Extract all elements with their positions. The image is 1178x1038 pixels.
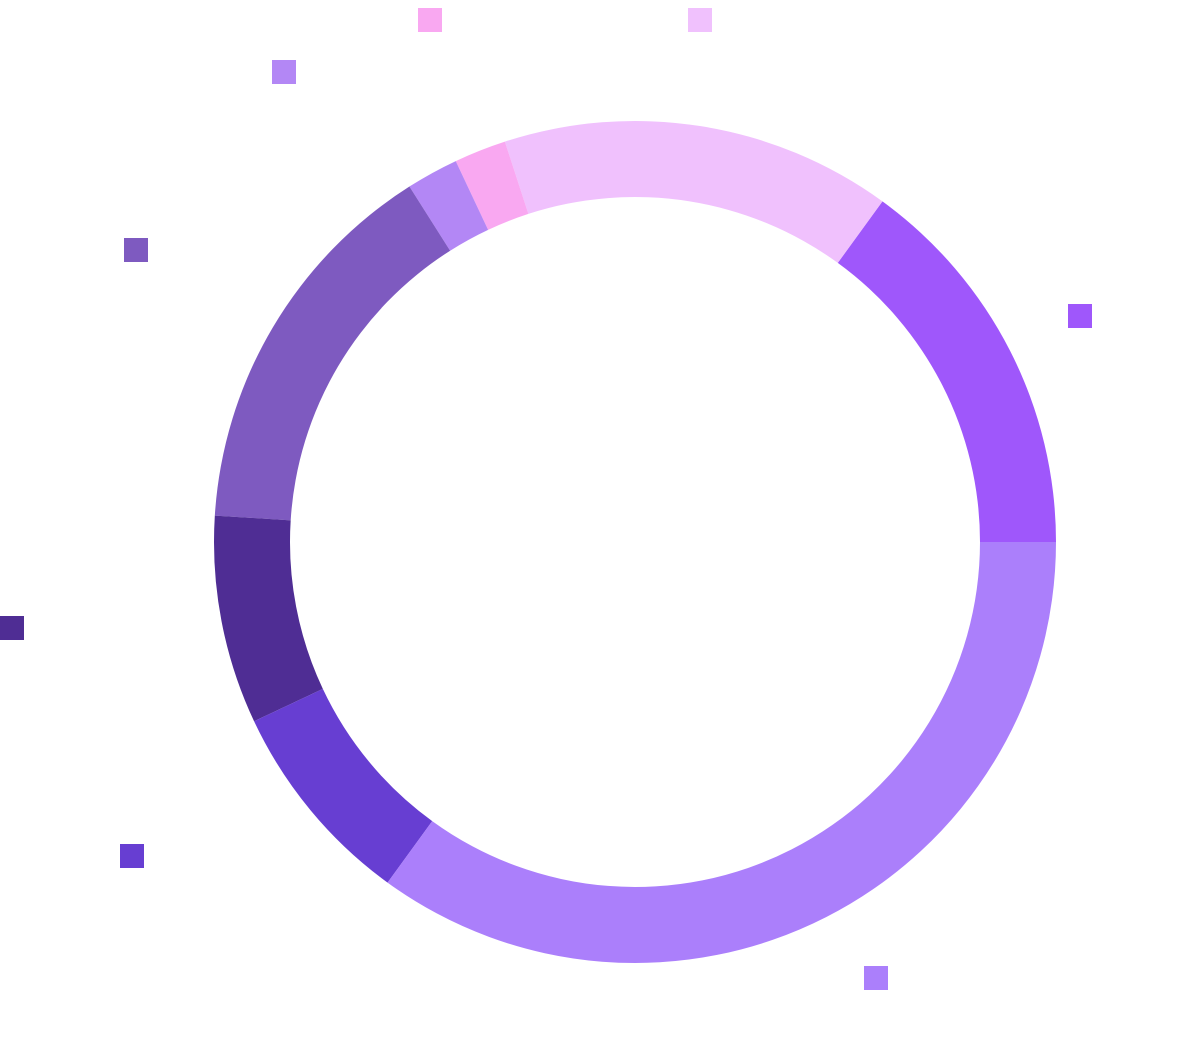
label-marker (0, 616, 24, 640)
wedge (387, 542, 1056, 963)
label-marker (272, 60, 296, 84)
wedge (254, 688, 433, 883)
label-marker (688, 8, 712, 32)
label-marker (418, 8, 442, 32)
label-marker (1068, 304, 1092, 328)
label-marker (120, 844, 144, 868)
wedge (213, 515, 323, 722)
label-marker (124, 238, 148, 262)
wedge (455, 141, 529, 230)
wedge (837, 201, 1056, 542)
wedge (409, 161, 489, 251)
label-marker (864, 966, 888, 990)
wedge (214, 186, 451, 521)
wedge (504, 121, 883, 263)
